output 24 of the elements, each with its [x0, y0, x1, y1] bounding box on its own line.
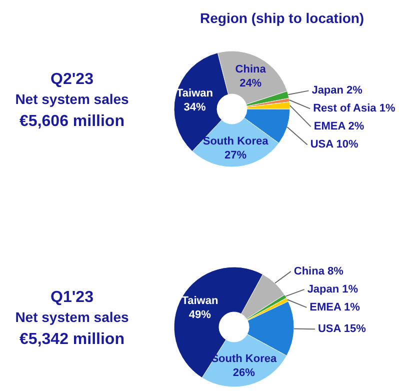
- slice-label: Rest of Asia 1%: [313, 102, 396, 115]
- slice-label: China: [235, 63, 267, 76]
- text: €5,606 million: [20, 113, 124, 130]
- data-label: 27%: [224, 149, 247, 162]
- data-label: 26%: [232, 367, 256, 380]
- data-label: 49%: [188, 308, 212, 321]
- text: Net system sales: [15, 309, 130, 325]
- chart-title: Region (ship to location): [200, 10, 364, 26]
- data-label: 34%: [184, 101, 206, 114]
- slice-label: Japan 1%: [307, 283, 358, 296]
- slice-label: EMEA 1%: [310, 301, 360, 314]
- text: Q1'23: [50, 289, 94, 306]
- slice-label: Taiwan: [176, 87, 214, 100]
- slice-label: Taiwan: [182, 294, 218, 307]
- text: €5,342 million: [20, 331, 124, 348]
- slice-label: USA 15%: [318, 323, 366, 336]
- data-label: 24%: [240, 77, 262, 90]
- slice-label: Japan 2%: [312, 84, 363, 97]
- text: Q2'23: [50, 71, 94, 88]
- slice-label: South Korea: [202, 135, 270, 148]
- slice-label: USA 10%: [310, 138, 358, 151]
- slice-label: EMEA 2%: [314, 120, 364, 133]
- text: Net system sales: [15, 91, 130, 107]
- slice-label: China 8%: [294, 265, 344, 278]
